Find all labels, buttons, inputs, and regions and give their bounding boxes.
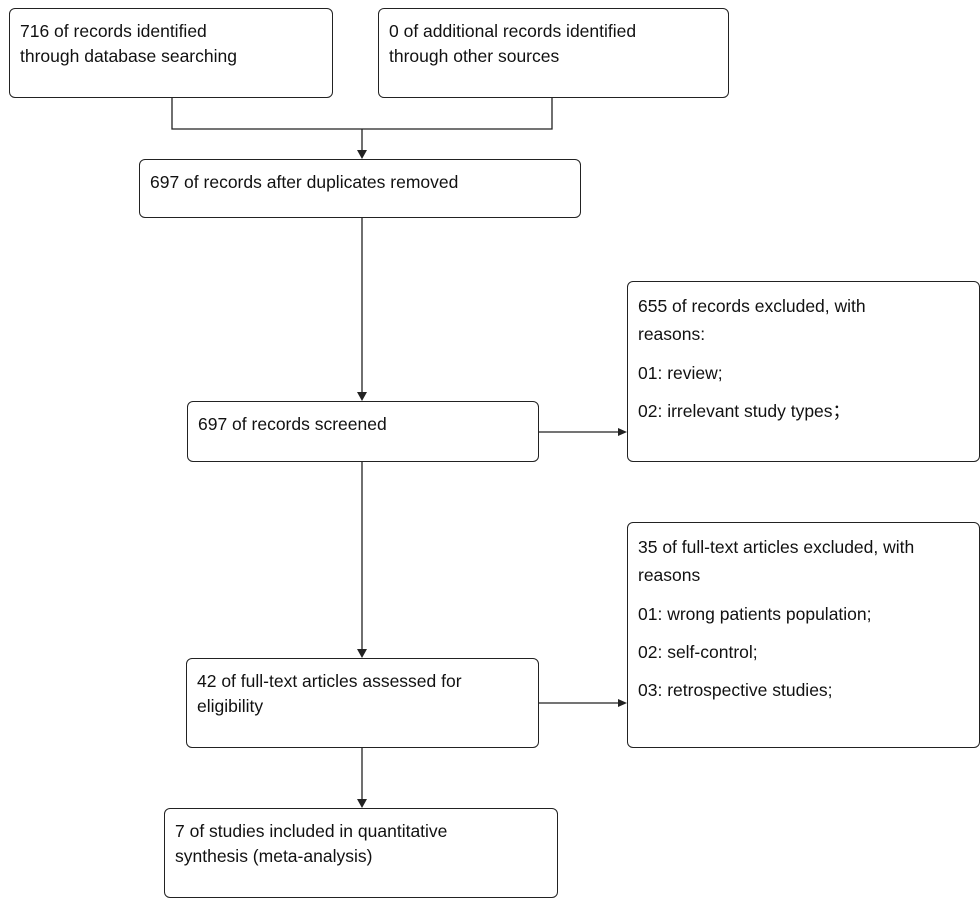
full-text-assessed-line-2: eligibility <box>197 696 264 716</box>
other-sources-line-2: through other sources <box>389 46 560 66</box>
full-text-excluded-box: 35 of full-text articles excluded, with … <box>627 522 980 748</box>
database-search-box: 716 of records identified through databa… <box>9 8 333 98</box>
arrowhead-to-fulltext-excluded <box>618 699 627 707</box>
full-text-assessed-box: 42 of full-text articles assessed for el… <box>186 658 539 748</box>
screen-excluded-head-1: 655 of records excluded, with <box>638 296 866 316</box>
other-sources-box: 0 of additional records identified throu… <box>378 8 729 98</box>
other-sources-line-1: 0 of additional records identified <box>389 21 637 41</box>
after-duplicates-line-1: 697 of records after duplicates removed <box>150 172 459 192</box>
connector-other-sources <box>362 97 553 130</box>
screen-excluded-reason-1: 01: review; <box>638 363 723 383</box>
screen-excluded-box: 655 of records excluded, with reasons: 0… <box>627 281 980 462</box>
arrowhead-to-screen-excluded <box>618 428 627 436</box>
full-text-excluded-head-1: 35 of full-text articles excluded, with <box>638 537 915 557</box>
screened-line-1: 697 of records screened <box>198 414 387 434</box>
included-box: 7 of studies included in quantitative sy… <box>164 808 558 898</box>
database-search-line-1: 716 of records identified <box>20 21 207 41</box>
arrowhead-to-duplicates <box>357 150 367 159</box>
arrowhead-to-fulltext <box>357 649 367 658</box>
full-text-excluded-head-2: reasons <box>638 565 701 585</box>
screen-excluded-head-2: reasons: <box>638 324 706 344</box>
database-search-line-2: through database searching <box>20 46 237 66</box>
full-text-excluded-reason-1: 01: wrong patients population; <box>638 604 872 624</box>
full-text-excluded-reason-3: 03: retrospective studies; <box>638 680 833 700</box>
full-text-excluded-reason-2: 02: self-control; <box>638 642 758 662</box>
full-text-assessed-line-1: 42 of full-text articles assessed for <box>197 671 462 691</box>
included-line-2: synthesis (meta-analysis) <box>175 846 373 866</box>
connector-database-search <box>171 97 362 130</box>
screened-box: 697 of records screened <box>187 401 539 462</box>
after-duplicates-box: 697 of records after duplicates removed <box>139 159 581 218</box>
arrowhead-to-included <box>357 799 367 808</box>
screen-excluded-reason-2: 02: irrelevant study types； <box>638 401 851 421</box>
included-line-1: 7 of studies included in quantitative <box>175 821 448 841</box>
arrowhead-to-screened <box>357 392 367 401</box>
